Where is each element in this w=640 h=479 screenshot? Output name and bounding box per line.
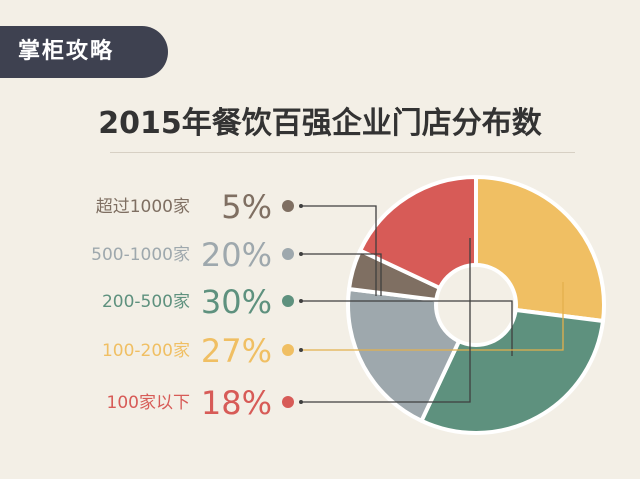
legend-label: 100家以下 <box>107 393 190 413</box>
title-divider <box>110 152 575 153</box>
data-label: 27% <box>201 332 272 370</box>
chart-title: 2015年餐饮百强企业门店分布数 <box>98 106 542 141</box>
legend-marker <box>282 344 294 356</box>
legend-marker <box>282 295 294 307</box>
legend: 超过1000家 5% 500-1000家 20% 200-500家 30% 100-200家… <box>91 188 294 422</box>
legend-label: 500-1000家 <box>91 245 190 265</box>
legend-marker <box>282 200 294 212</box>
pie-slice <box>358 175 478 307</box>
legend-label: 超过1000家 <box>96 197 190 217</box>
data-label: 20% <box>201 236 272 274</box>
data-label: 5% <box>221 188 272 226</box>
data-label: 18% <box>201 384 272 422</box>
leader-dot <box>299 299 303 303</box>
legend-label: 200-500家 <box>102 292 190 312</box>
leader-line <box>301 205 377 296</box>
leader-line <box>301 282 564 351</box>
leader-dot <box>299 348 303 352</box>
legend-marker <box>282 248 294 260</box>
leader-dot <box>299 400 303 404</box>
leader-dot <box>299 204 303 208</box>
leader-line <box>301 253 382 296</box>
data-label: 30% <box>201 283 272 321</box>
brand-badge-text: 掌柜攻略 <box>18 39 115 64</box>
legend-label: 100-200家 <box>102 341 190 361</box>
leader-lines <box>299 204 564 404</box>
leader-line <box>301 300 513 356</box>
donut-hole <box>434 263 518 347</box>
brand-badge: 掌柜攻略 <box>0 26 168 78</box>
leader-line <box>301 238 471 403</box>
legend-marker <box>282 396 294 408</box>
leader-dot <box>299 252 303 256</box>
